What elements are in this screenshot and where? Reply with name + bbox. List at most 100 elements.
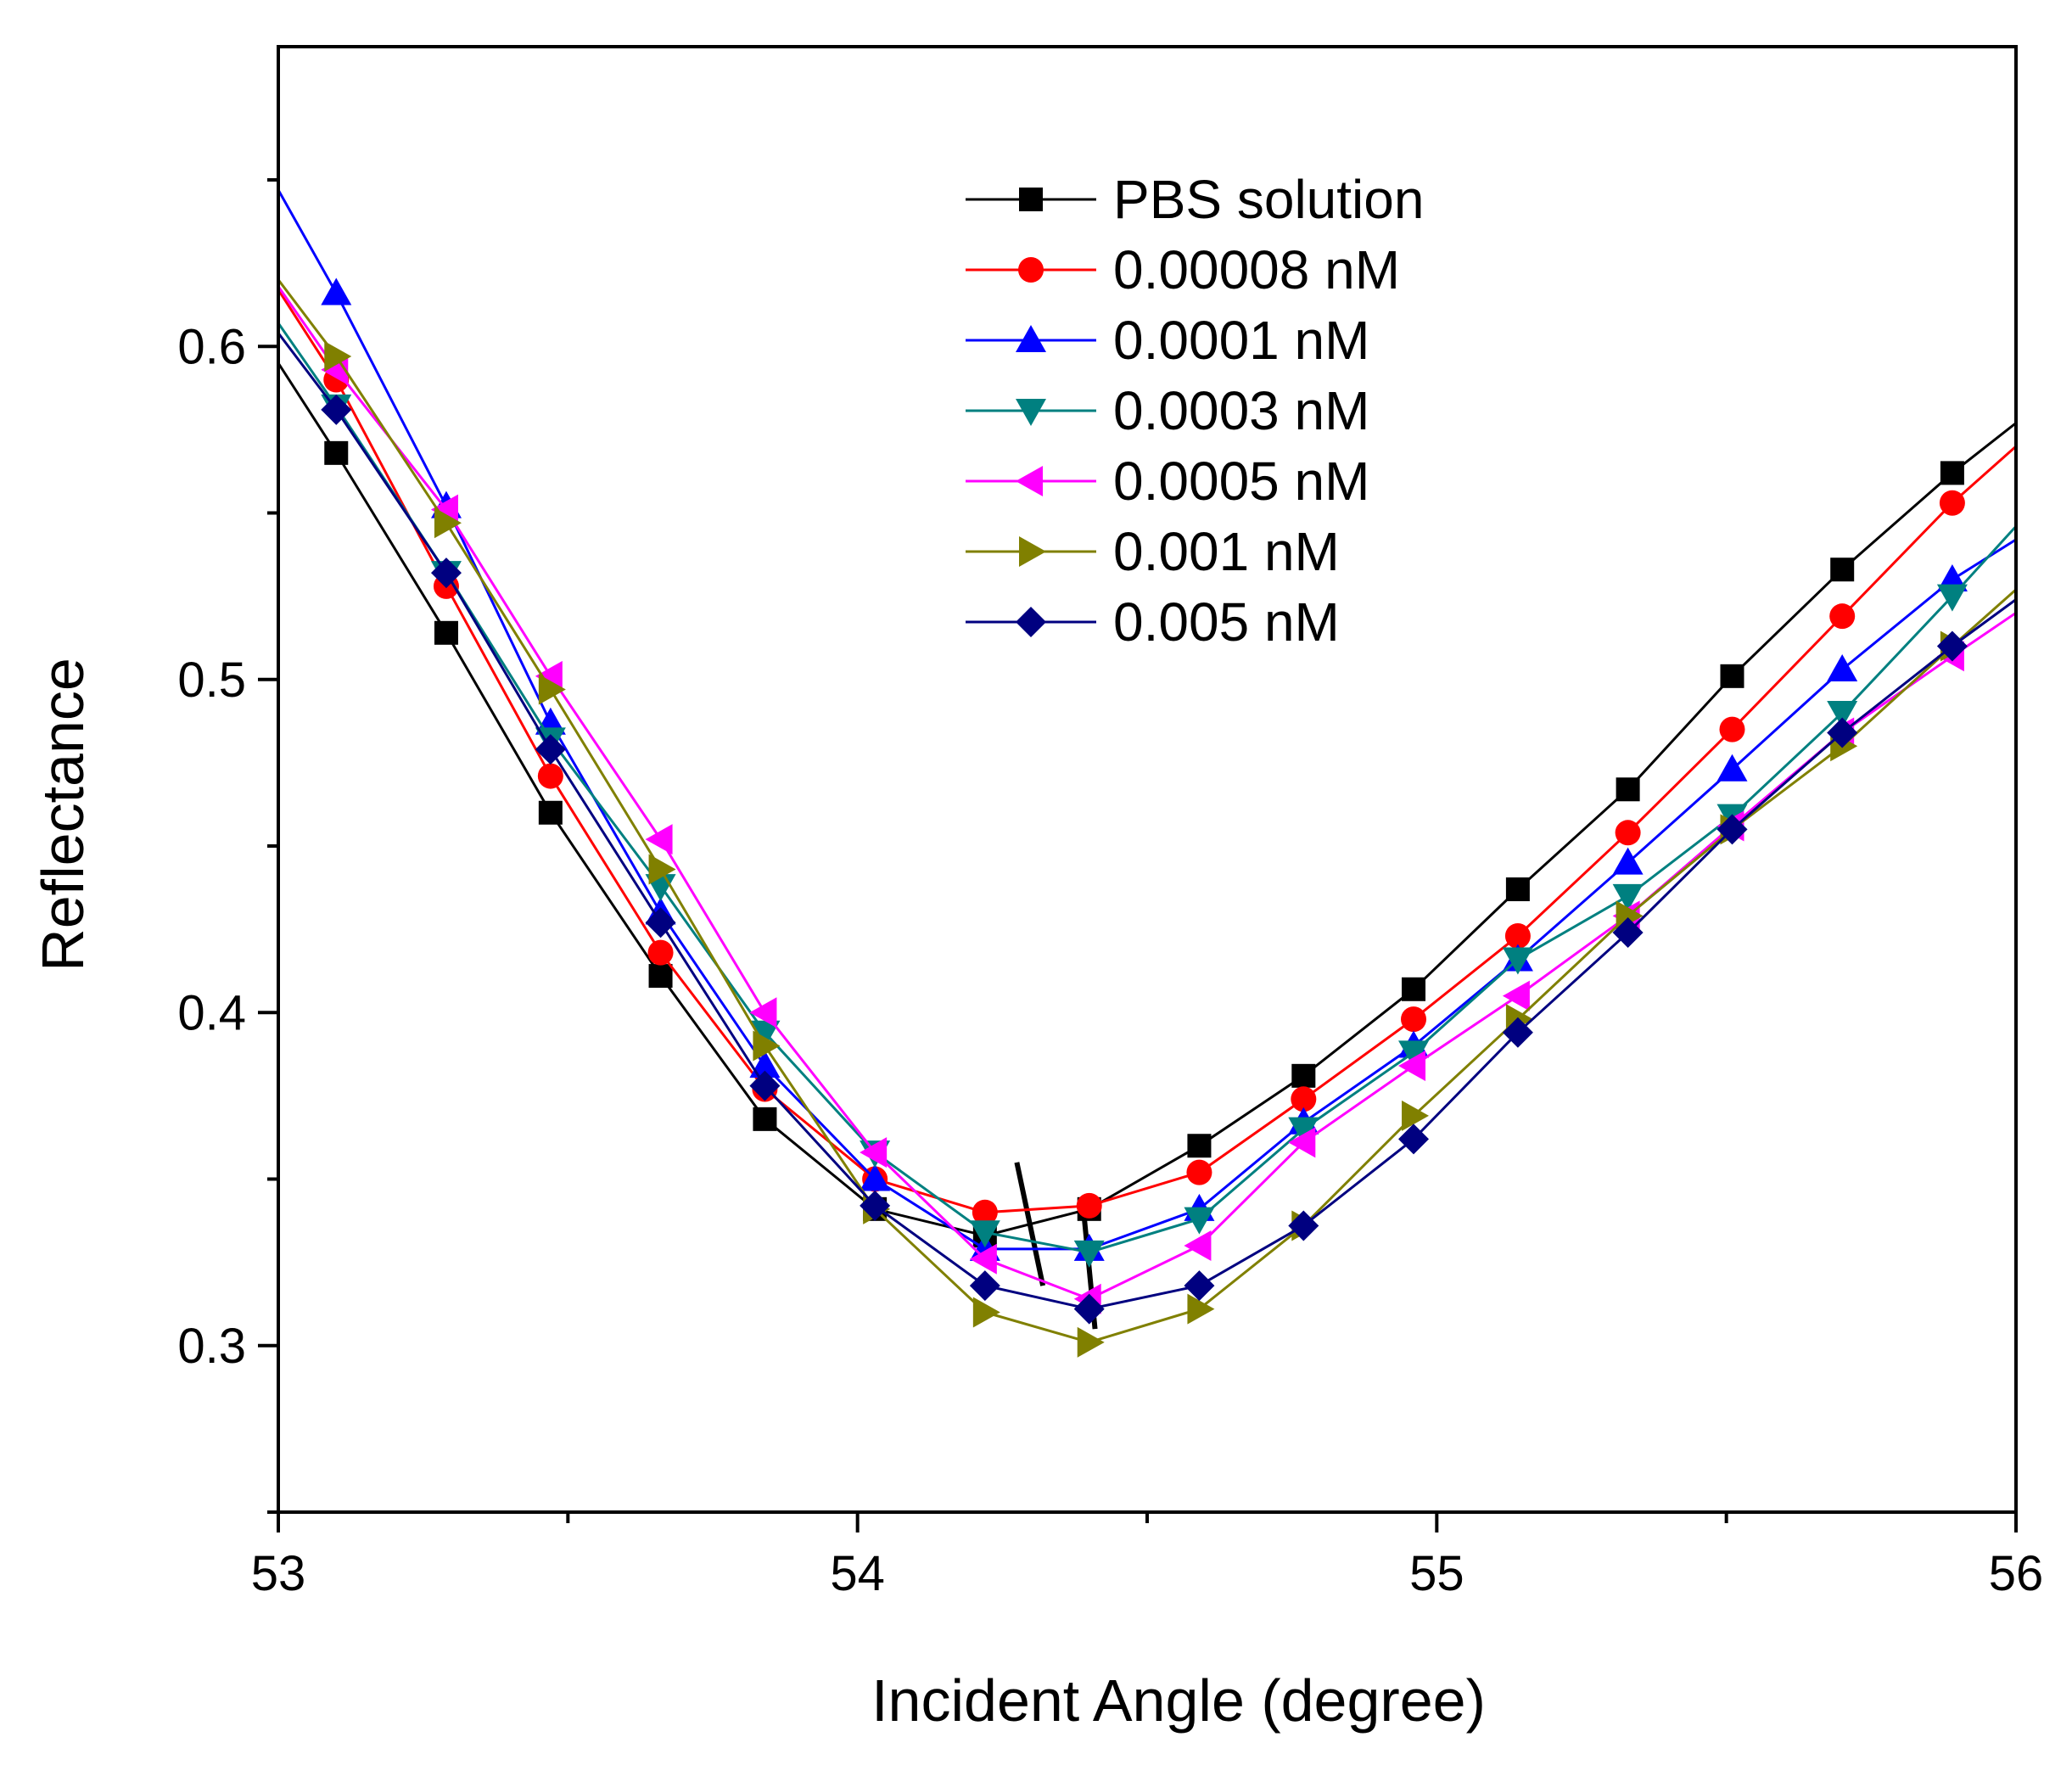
data-point — [1502, 947, 1533, 975]
data-point — [538, 674, 566, 705]
data-point — [430, 558, 462, 589]
y-tick-label: 0.3 — [177, 1319, 246, 1374]
data-point — [1288, 1117, 1319, 1145]
legend-marker — [1016, 325, 1046, 352]
legend-label: 0.00008 nM — [1113, 239, 1400, 300]
data-point — [1716, 754, 1748, 782]
data-point — [1184, 1270, 1215, 1302]
series-line — [278, 189, 2016, 1251]
x-tick-label: 56 — [1989, 1546, 2044, 1601]
data-point — [1936, 630, 1968, 662]
data-point — [324, 440, 349, 465]
series-group — [278, 189, 2016, 1358]
data-point — [1504, 922, 1531, 949]
data-point — [1615, 820, 1641, 846]
series-line — [278, 278, 2016, 1344]
legend-marker — [1018, 257, 1044, 283]
data-point — [1830, 558, 1855, 582]
data-point — [972, 1297, 1000, 1328]
data-point — [645, 824, 673, 855]
data-point — [1505, 877, 1530, 902]
data-point — [969, 1270, 1000, 1302]
data-point — [1076, 1192, 1102, 1219]
data-point — [1939, 490, 1965, 516]
axes: 53 54 55 56 0.3 0.4 0.5 0.6 — [177, 178, 2044, 1601]
data-point — [1291, 1086, 1317, 1112]
data-point — [1612, 917, 1644, 949]
data-point — [1073, 1293, 1105, 1325]
data-point — [1827, 653, 1858, 681]
series-line — [278, 289, 2016, 1214]
data-point — [647, 939, 674, 966]
data-point — [1936, 584, 1968, 612]
data-point — [1502, 1017, 1533, 1048]
y-axis-title: Reflectance — [30, 658, 96, 972]
series-line — [278, 322, 2016, 1254]
data-point — [1186, 1159, 1212, 1185]
legend-item: 0.0001 nM — [966, 310, 1369, 371]
x-axis-title: Incident Angle (degree) — [871, 1667, 1486, 1734]
data-point — [321, 394, 352, 425]
data-point — [1184, 1230, 1212, 1261]
data-point — [860, 1190, 891, 1221]
data-point — [1716, 814, 1748, 845]
data-point — [1612, 883, 1644, 911]
data-point — [1827, 701, 1858, 728]
data-point — [1398, 1123, 1430, 1155]
data-point — [434, 507, 462, 539]
x-tick-label: 53 — [251, 1546, 306, 1601]
data-point — [1719, 716, 1745, 742]
legend-label: 0.0003 nM — [1113, 380, 1369, 441]
data-point — [1502, 980, 1530, 1011]
legend-item: 0.001 nM — [966, 521, 1340, 582]
data-point — [1398, 1051, 1426, 1082]
data-point — [1829, 603, 1856, 630]
legend-label: 0.005 nM — [1113, 591, 1340, 653]
data-point — [860, 1163, 891, 1191]
data-point — [648, 854, 676, 885]
legend-item: 0.005 nM — [966, 591, 1340, 653]
legend-marker — [1019, 536, 1046, 567]
data-point — [648, 964, 673, 989]
data-point — [645, 907, 676, 939]
data-point — [1401, 1006, 1427, 1033]
legend-marker — [1019, 188, 1043, 211]
data-point — [753, 1030, 781, 1062]
data-point — [1720, 664, 1744, 688]
data-point — [321, 277, 352, 305]
data-point — [1077, 1326, 1105, 1358]
data-point — [538, 800, 563, 825]
data-point — [969, 1243, 997, 1275]
data-point — [753, 1107, 777, 1131]
data-point — [1184, 1207, 1215, 1235]
data-point — [1940, 461, 1964, 485]
data-point — [1616, 777, 1640, 802]
y-tick-label: 0.5 — [177, 653, 246, 708]
data-point — [1398, 1040, 1430, 1068]
legend-label: 0.0005 nM — [1113, 451, 1369, 512]
data-point — [1612, 847, 1644, 875]
legend-item: 0.0003 nM — [966, 380, 1369, 441]
data-point — [1402, 977, 1426, 1001]
data-point — [1288, 1127, 1316, 1158]
y-tick-label: 0.6 — [177, 319, 246, 374]
data-point — [1187, 1134, 1212, 1158]
y-tick-label: 0.4 — [177, 985, 246, 1040]
data-point — [1187, 1293, 1215, 1325]
legend-item: PBS solution — [966, 169, 1424, 230]
data-point — [1288, 1210, 1319, 1241]
series-line — [278, 362, 2016, 1237]
series-line — [278, 332, 2016, 1311]
data-point — [324, 341, 352, 373]
data-point — [434, 620, 458, 645]
data-point — [1402, 1100, 1430, 1131]
data-point — [1073, 1240, 1105, 1268]
legend-marker — [1016, 399, 1046, 426]
data-point — [535, 734, 566, 765]
series-2 — [278, 289, 2016, 1225]
legend-marker — [1016, 607, 1046, 637]
data-point — [537, 763, 563, 789]
data-point — [749, 1020, 781, 1048]
